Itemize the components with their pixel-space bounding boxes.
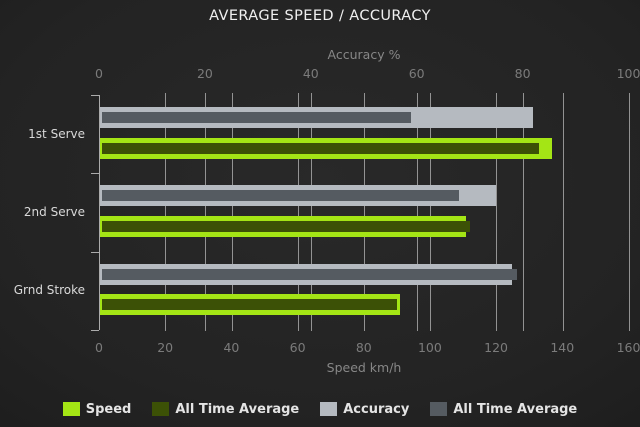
accuracy-swatch — [320, 402, 338, 416]
gridline — [562, 93, 564, 331]
top-axis-tick-label: 0 — [95, 66, 103, 81]
gridline — [165, 93, 166, 331]
y-axis-tick — [90, 95, 99, 96]
bottom-axis-tick-label: 80 — [355, 340, 372, 355]
speed-swatch — [62, 402, 80, 416]
category-label: 2nd Serve — [23, 204, 85, 219]
bar-accuracy-all-time-average — [101, 190, 460, 202]
gridline — [205, 93, 206, 331]
y-axis-line — [98, 95, 100, 330]
bottom-axis-title: Speed km/h — [326, 360, 402, 375]
gridline — [522, 93, 524, 331]
top-axis-tick-label: 20 — [196, 66, 213, 81]
bottom-axis-tick-label: 120 — [484, 340, 509, 355]
gridline — [311, 93, 312, 331]
gridline — [430, 93, 431, 331]
gridline — [231, 93, 233, 331]
category-label: 1st Serve — [28, 126, 85, 141]
bottom-axis-tick-label: 140 — [550, 340, 575, 355]
gridline — [364, 93, 365, 331]
gridline — [496, 93, 497, 331]
y-axis-tick — [90, 251, 99, 253]
bottom-axis-tick-label: 160 — [616, 340, 640, 355]
top-axis-title: Accuracy % — [327, 47, 401, 62]
bottom-axis-tick-label: 20 — [157, 340, 174, 355]
legend-item-accuracy: Accuracy — [320, 402, 409, 417]
accuracy-all-time-average-swatch — [430, 402, 448, 416]
top-axis-tick-label: 40 — [302, 66, 319, 81]
bar-speed-all-time-average — [101, 220, 470, 232]
legend-item-speed-all-time-average: All Time Average — [152, 402, 299, 417]
top-axis-tick-label: 100 — [616, 66, 640, 81]
category-label: Grnd Stroke — [13, 283, 85, 298]
top-axis-tick-label: 60 — [408, 66, 425, 81]
bar-accuracy-all-time-average — [101, 112, 412, 123]
y-axis-tick — [90, 330, 99, 331]
legend-item-speed: Speed — [62, 401, 132, 417]
bar-speed-all-time-average — [101, 299, 397, 311]
gridline — [416, 93, 418, 331]
bottom-axis-tick-label: 60 — [289, 340, 306, 355]
bar-speed-all-time-average — [101, 142, 540, 154]
legend-item-label: All Time Average — [175, 401, 300, 417]
bottom-axis-tick-label: 0 — [95, 340, 103, 355]
top-axis-tick-label: 80 — [514, 66, 531, 81]
legend-item-label: All Time Average — [453, 401, 578, 417]
bottom-axis-tick-label: 100 — [417, 340, 442, 355]
bottom-axis-tick-label: 40 — [223, 340, 240, 355]
y-axis-tick — [90, 173, 99, 175]
legend: Speed All Time Average Accuracy All Time… — [0, 398, 640, 420]
chart-title: AVERAGE SPEED / ACCURACY — [209, 8, 431, 24]
legend-item-label: Accuracy — [343, 401, 410, 417]
gridline — [628, 93, 630, 331]
gridline — [297, 93, 299, 331]
legend-item-label: Speed — [85, 401, 132, 417]
bar-accuracy-all-time-average — [101, 268, 518, 280]
speed-all-time-average-swatch — [152, 402, 170, 416]
legend-item-accuracy-all-time-average: All Time Average — [430, 402, 577, 417]
